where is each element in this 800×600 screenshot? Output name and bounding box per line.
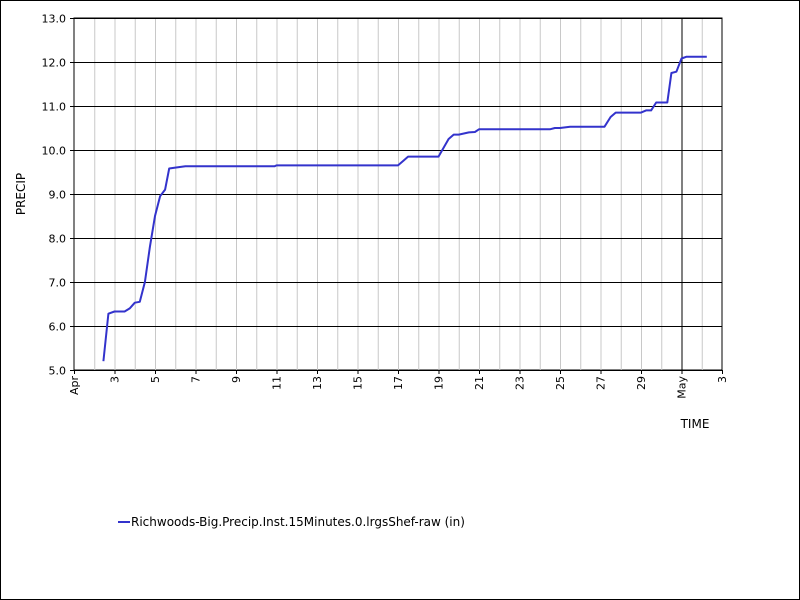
x-tick-label: 23 [514, 376, 527, 390]
y-tick-label: 6.0 [49, 321, 67, 334]
x-tick-label: 5 [149, 376, 162, 383]
legend-label: Richwoods-Big.Precip.Inst.15Minutes.0.lr… [131, 515, 465, 529]
y-tick-label: 13.0 [42, 13, 67, 26]
x-tick-label: 17 [392, 376, 405, 390]
x-tick-label: May [676, 376, 689, 399]
x-tick-label: 19 [433, 376, 446, 390]
y-axis-title: PRECIP [14, 173, 28, 215]
y-tick-label: 7.0 [49, 277, 67, 290]
x-tick-label: 7 [190, 376, 203, 383]
y-tick-label: 10.0 [42, 145, 67, 158]
y-tick-label: 12.0 [42, 57, 67, 70]
y-tick-label: 11.0 [42, 101, 67, 114]
x-tick-label: 3 [109, 376, 122, 383]
y-tick-label: 5.0 [49, 365, 67, 378]
x-axis-title: TIME [680, 417, 710, 431]
y-tick-labels: 5.0 6.0 7.0 8.0 9.0 10.0 11.0 12.0 13.0 [42, 13, 67, 378]
x-tick-label: 21 [473, 376, 486, 390]
legend: Richwoods-Big.Precip.Inst.15Minutes.0.lr… [118, 515, 465, 529]
x-tick-label: Apr [68, 376, 81, 396]
x-tick-label: 9 [230, 376, 243, 383]
y-tick-label: 9.0 [49, 189, 67, 202]
x-tick-label: 13 [311, 376, 324, 390]
x-tick-label: 25 [554, 376, 567, 390]
x-tick-label: 15 [352, 376, 365, 390]
x-tick-label: 27 [595, 376, 608, 390]
series-lines [102, 55, 707, 362]
x-tick-label: 3 [716, 376, 729, 383]
x-tick-label: 11 [271, 376, 284, 390]
y-tick-label: 8.0 [49, 233, 67, 246]
series-line [102, 55, 707, 362]
x-tick-labels: Apr 3 5 7 9 11 13 15 17 19 21 23 25 27 29 May 3 [68, 370, 729, 399]
x-tick-label: 29 [635, 376, 648, 390]
